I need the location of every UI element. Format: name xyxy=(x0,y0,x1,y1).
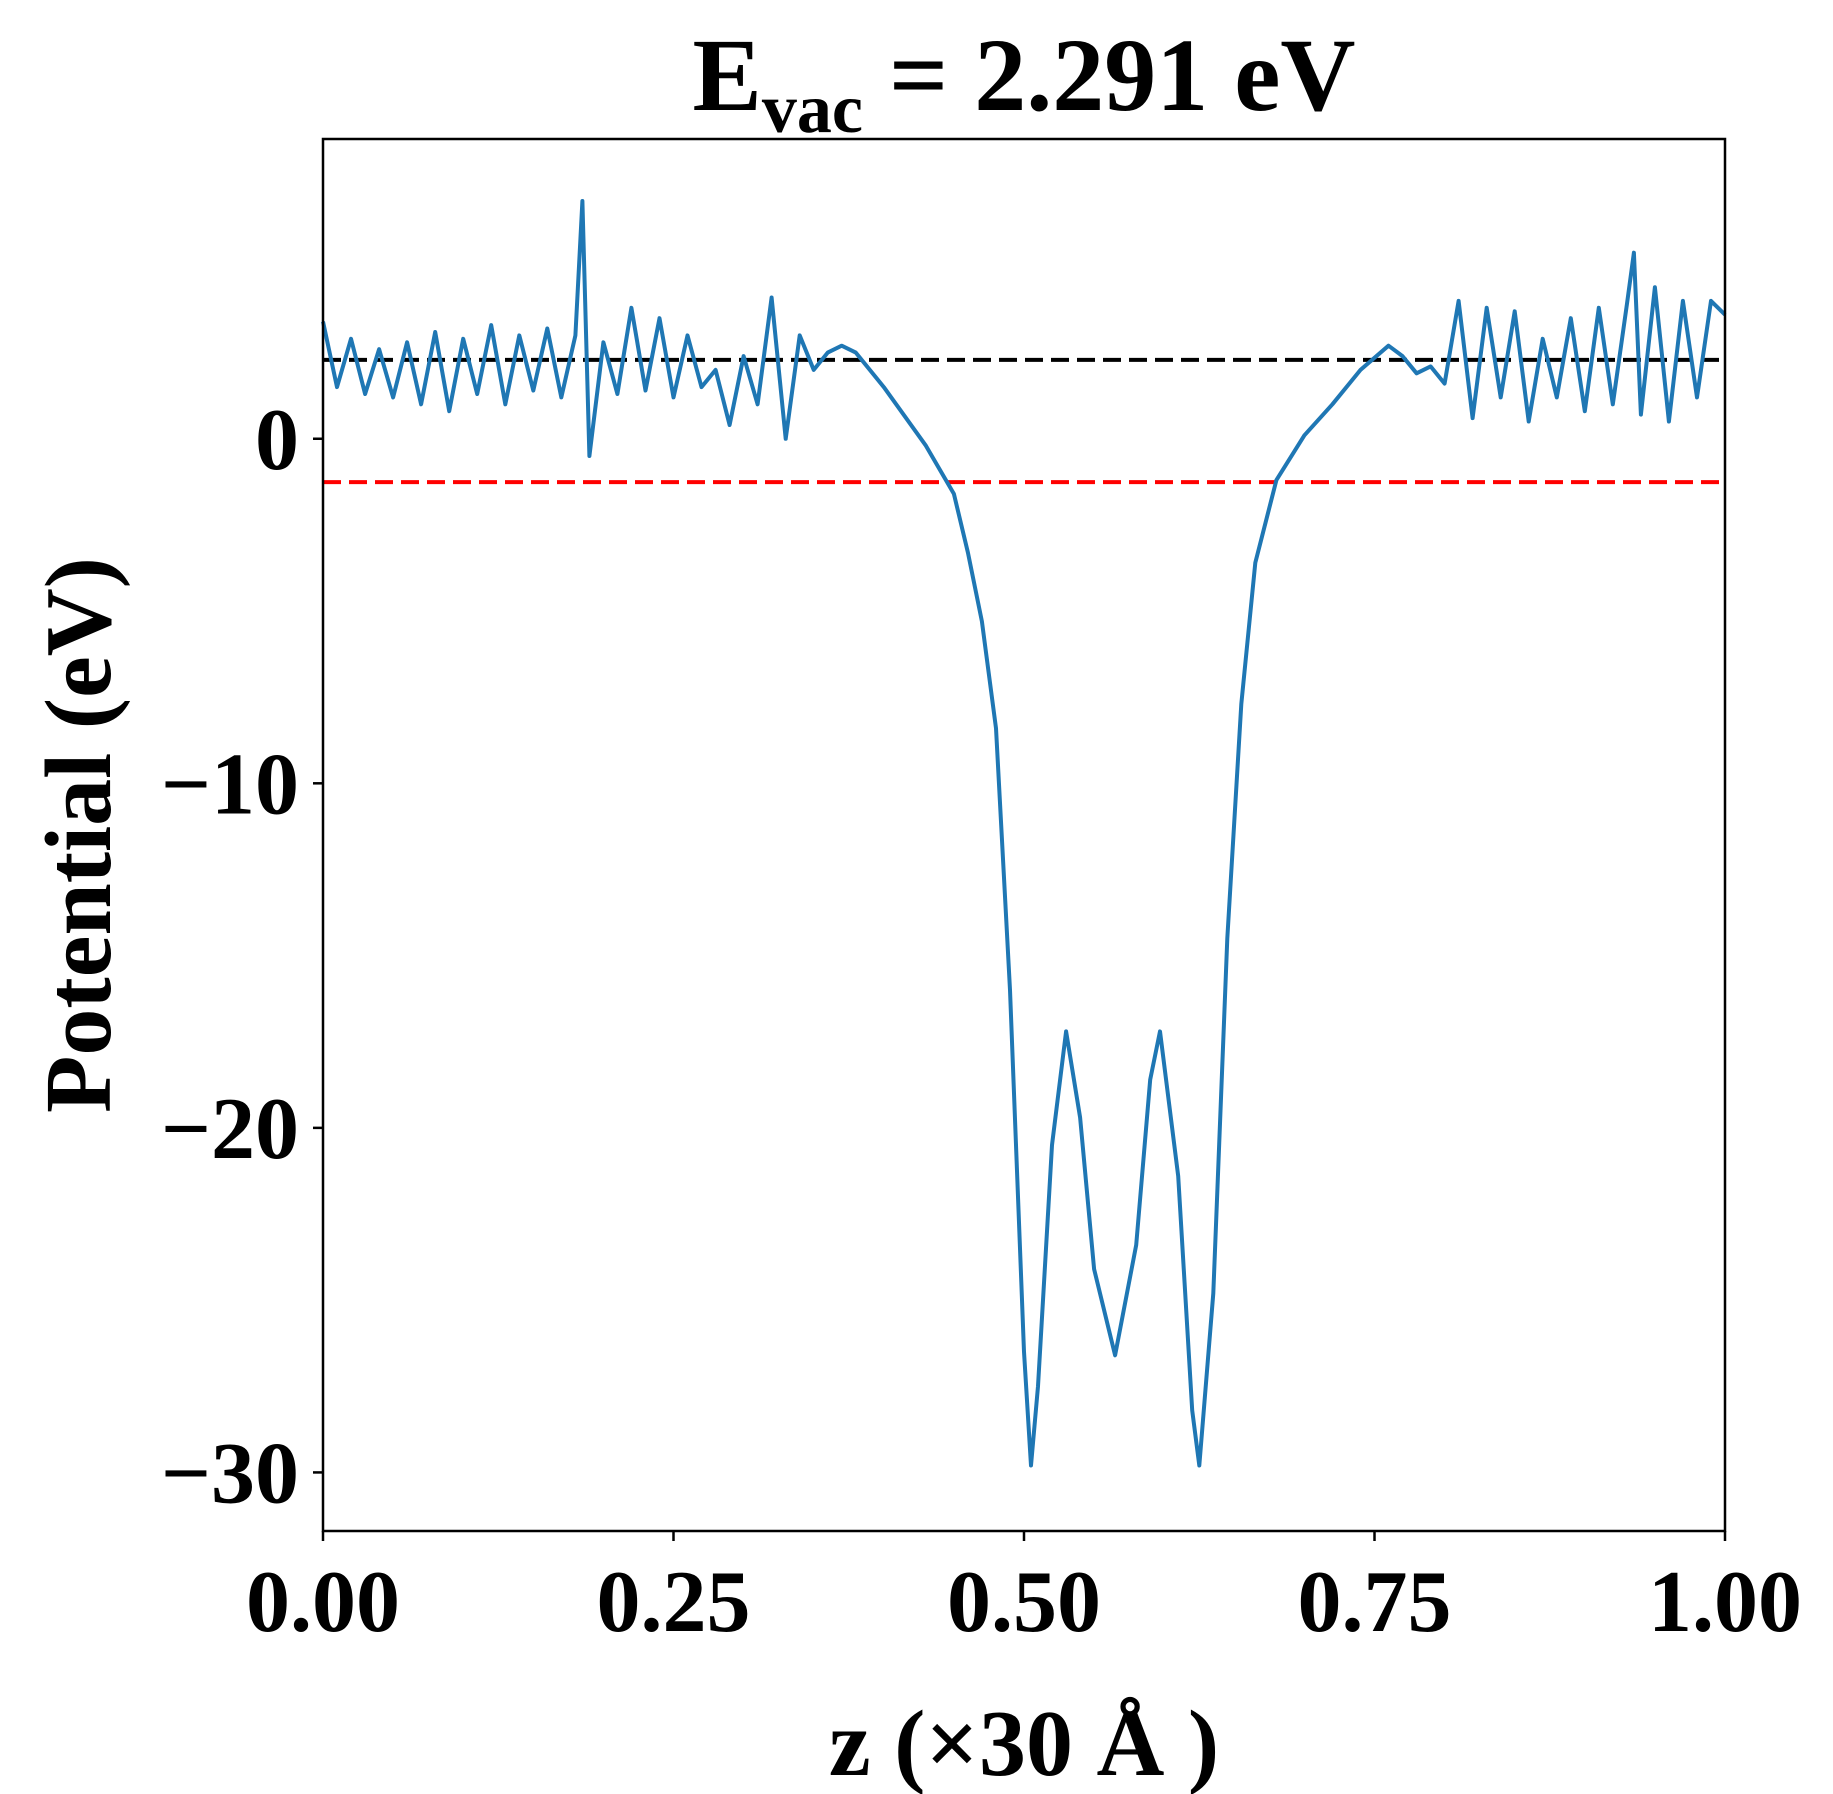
chart-title: Evac = 2.291 eV xyxy=(693,18,1356,148)
x-tick-label: 0.50 xyxy=(947,1554,1101,1651)
x-tick-label: 0.25 xyxy=(597,1554,751,1651)
y-tick-label: 0 xyxy=(255,392,299,489)
x-tick-label: 0.75 xyxy=(1298,1554,1452,1651)
title-subscript: vac xyxy=(762,71,863,148)
y-axis-label: Potential (eV) xyxy=(27,557,131,1113)
x-tick-label: 0.00 xyxy=(246,1554,400,1651)
plot-frame xyxy=(321,137,1727,1533)
title-main: E xyxy=(693,18,762,133)
y-tick-label: −10 xyxy=(161,736,299,833)
data-line xyxy=(321,199,1727,1468)
x-axis-label: z (×30 Å ) xyxy=(829,1692,1219,1794)
y-tick-label: −20 xyxy=(161,1081,299,1178)
title-rest: = 2.291 eV xyxy=(863,18,1356,133)
y-tick-label: −30 xyxy=(161,1425,299,1522)
x-tick-label: 1.00 xyxy=(1648,1554,1802,1651)
